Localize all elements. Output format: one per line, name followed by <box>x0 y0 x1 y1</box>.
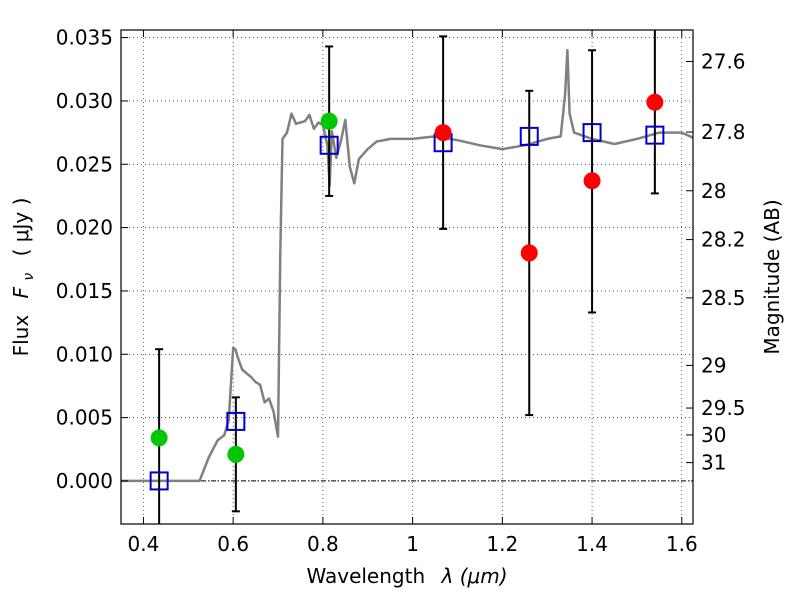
y-tick-label: 0.020 <box>56 216 113 240</box>
x-tick-label: 1.6 <box>666 532 698 556</box>
right-tick-label: 29.5 <box>701 396 746 420</box>
y-axis-label-text: Flux <box>9 315 33 357</box>
y-tick-label: 0.015 <box>56 279 113 303</box>
spectrum-layer <box>121 49 694 483</box>
model-photometry-square <box>149 471 169 491</box>
y-tick-label: 0.030 <box>56 89 113 113</box>
tick-layer: 0.4 0.6 0.8 1 1.2 1.4 1.6 0.000 0.005 0.010 0.015 0… <box>56 26 746 556</box>
plot-frame <box>120 29 694 525</box>
right-tick-label: 31 <box>701 451 726 475</box>
y-axis-label-subscript: ν <box>21 273 37 281</box>
nir-data-point <box>434 124 452 142</box>
x-axis-label: Wavelength λ (μm) <box>306 564 507 588</box>
y-axis-label-unit: ( μJy ) <box>9 198 33 257</box>
model-photometry-square <box>582 123 602 143</box>
x-tick-label: 1.2 <box>486 532 518 556</box>
right-axis-label: Magnitude (AB) <box>760 199 784 354</box>
x-axis-label-math: λ (μm) <box>441 564 508 588</box>
plot-background <box>121 30 693 524</box>
right-tick-label: 30 <box>701 423 726 447</box>
y-tick-label: 0.010 <box>56 342 113 366</box>
nir-data-point <box>520 244 538 262</box>
nir-data-point <box>583 172 601 190</box>
y-axis-label-symbol: F <box>9 286 33 298</box>
y-axis-label: Flux F ν ( μJy ) <box>9 198 38 357</box>
right-tick-label: 27.8 <box>701 120 746 144</box>
y-tick-label: 0.005 <box>56 406 113 430</box>
right-tick-label: 28 <box>701 179 726 203</box>
x-tick-label: 0.4 <box>128 532 160 556</box>
nir-data-point <box>646 93 664 111</box>
right-tick-label: 28.2 <box>701 228 746 252</box>
x-tick-label: 1.4 <box>576 532 608 556</box>
y-tick-label: 0.025 <box>56 152 113 176</box>
spectrum-line <box>121 49 694 483</box>
x-tick-label: 1 <box>406 532 419 556</box>
grid-lines <box>121 30 693 524</box>
optical-data-point <box>320 112 338 130</box>
x-tick-label: 0.8 <box>307 532 339 556</box>
x-tick-label: 0.6 <box>217 532 249 556</box>
optical-data-point <box>150 429 168 447</box>
model-photometry-square <box>645 125 665 145</box>
marker-layer <box>149 93 665 491</box>
right-tick-label: 28.5 <box>701 286 746 310</box>
y-tick-label: 0.000 <box>56 469 113 493</box>
model-photometry-square <box>519 126 539 146</box>
right-tick-label: 27.6 <box>701 50 746 74</box>
right-tick-label: 29 <box>701 353 726 377</box>
optical-data-point <box>227 445 245 463</box>
x-axis-label-text: Wavelength <box>306 564 425 588</box>
y-tick-label: 0.035 <box>56 26 113 50</box>
y-axis-label-line: Flux F ν ( μJy ) <box>9 198 38 357</box>
model-photometry-square <box>319 135 339 155</box>
model-photometry-square <box>226 411 246 431</box>
